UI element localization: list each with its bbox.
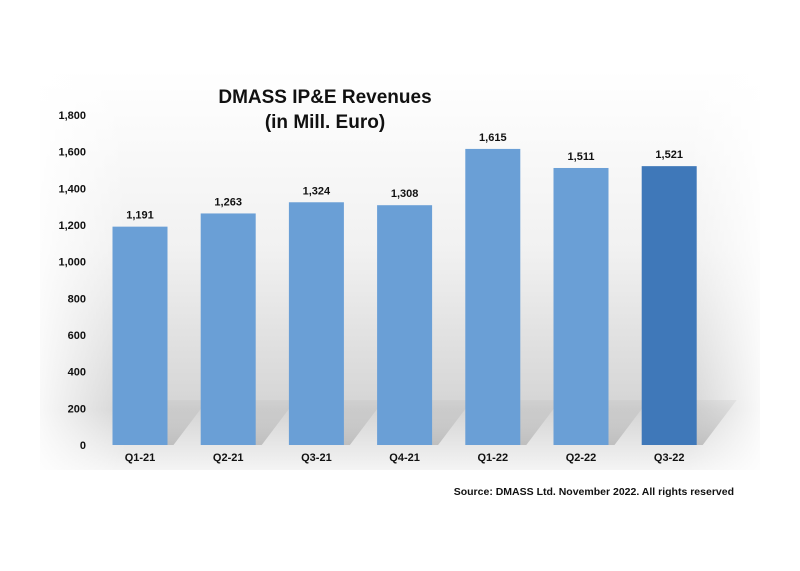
- value-labels: 1,191 1,263 1,324 1,308 1,615 1,511 1,521: [126, 132, 683, 222]
- value-label: 1,308: [391, 188, 419, 200]
- bar-q4-21: [377, 205, 433, 445]
- value-label: 1,615: [479, 132, 507, 144]
- value-label: 1,324: [303, 185, 331, 197]
- y-tick-label: 1,600: [58, 147, 86, 159]
- x-axis: Q1-21 Q2-21 Q3-21 Q4-21 Q1-22 Q2-22 Q3-22: [125, 452, 685, 464]
- y-tick-label: 0: [80, 440, 86, 452]
- y-tick-label: 200: [68, 403, 86, 415]
- x-tick-label: Q3-22: [654, 452, 685, 464]
- y-tick-label: 1,800: [58, 110, 86, 122]
- bar-q1-21: [112, 226, 168, 445]
- bars: [112, 148, 697, 445]
- x-tick-label: Q4-21: [389, 452, 420, 464]
- bar-q1-22: [465, 148, 521, 445]
- value-label: 1,191: [126, 210, 154, 222]
- x-tick-label: Q1-21: [125, 452, 156, 464]
- x-tick-label: Q1-22: [478, 452, 509, 464]
- y-tick-label: 1,000: [58, 257, 86, 269]
- y-tick-label: 1,200: [58, 220, 86, 232]
- value-label: 1,511: [568, 151, 595, 163]
- bar-q3-22: [641, 166, 697, 445]
- chart-title: DMASS IP&E Revenues: [218, 87, 431, 108]
- value-label: 1,521: [655, 149, 683, 161]
- x-tick-label: Q2-21: [213, 452, 244, 464]
- chart-subtitle: (in Mill. Euro): [265, 112, 385, 133]
- value-label: 1,263: [214, 196, 242, 208]
- y-axis: 0 200 400 600 800 1,000 1,200 1,400 1,600 1,800: [58, 110, 86, 452]
- y-tick-label: 800: [68, 293, 86, 305]
- x-tick-label: Q3-21: [301, 452, 332, 464]
- y-tick-label: 600: [68, 330, 86, 342]
- bar-q2-22: [553, 167, 609, 445]
- y-tick-label: 1,400: [58, 183, 86, 195]
- y-tick-label: 400: [68, 367, 86, 379]
- bar-q2-21: [200, 213, 256, 445]
- source-footnote: Source: DMASS Ltd. November 2022. All ri…: [454, 486, 734, 498]
- x-tick-label: Q2-22: [566, 452, 597, 464]
- bar-q3-21: [288, 202, 344, 445]
